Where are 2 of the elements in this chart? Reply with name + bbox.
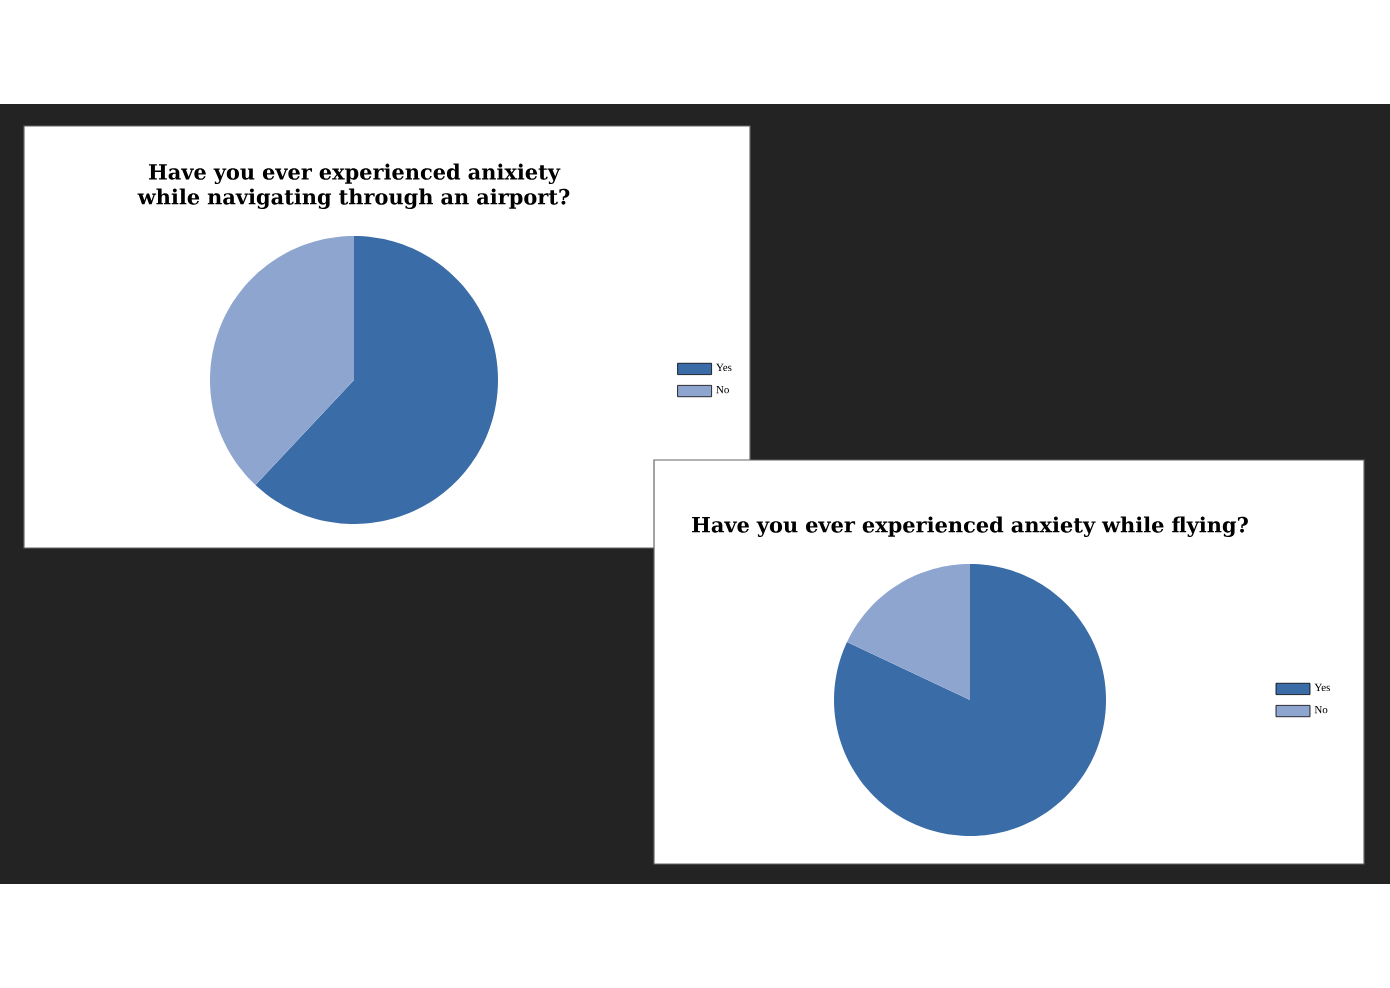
chart-title: Have you ever experienced anxiety while flying? [692,516,1248,538]
chart-title: Have you ever experienced anixiety while navigating through an airport? [137,163,570,210]
